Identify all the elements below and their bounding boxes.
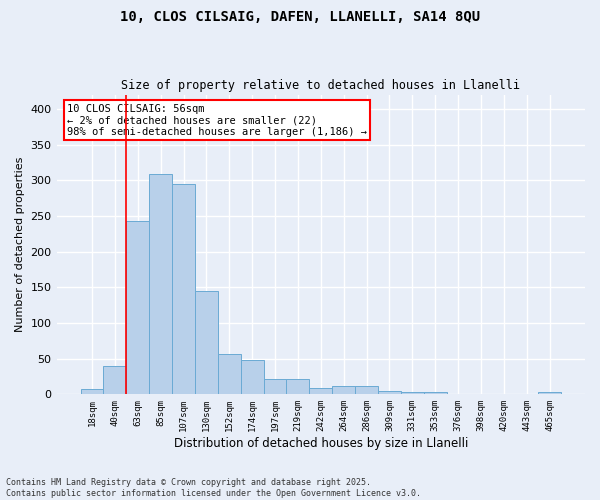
X-axis label: Distribution of detached houses by size in Llanelli: Distribution of detached houses by size … [173,437,468,450]
Bar [241,360,263,394]
Bar [378,391,401,394]
Bar [401,392,424,394]
Y-axis label: Number of detached properties: Number of detached properties [15,157,25,332]
Text: Contains HM Land Registry data © Crown copyright and database right 2025.
Contai: Contains HM Land Registry data © Crown c… [6,478,421,498]
Bar [218,354,241,395]
Bar [103,366,127,394]
Bar [80,390,103,394]
Bar [172,184,195,394]
Text: 10, CLOS CILSAIG, DAFEN, LLANELLI, SA14 8QU: 10, CLOS CILSAIG, DAFEN, LLANELLI, SA14 … [120,10,480,24]
Title: Size of property relative to detached houses in Llanelli: Size of property relative to detached ho… [121,79,520,92]
Bar [127,221,149,394]
Bar [424,392,446,394]
Bar [149,174,172,394]
Bar [263,380,286,394]
Bar [355,386,378,394]
Bar [538,392,561,394]
Text: 10 CLOS CILSAIG: 56sqm
← 2% of detached houses are smaller (22)
98% of semi-deta: 10 CLOS CILSAIG: 56sqm ← 2% of detached … [67,104,367,136]
Bar [195,291,218,395]
Bar [310,388,332,394]
Bar [332,386,355,394]
Bar [286,378,310,394]
